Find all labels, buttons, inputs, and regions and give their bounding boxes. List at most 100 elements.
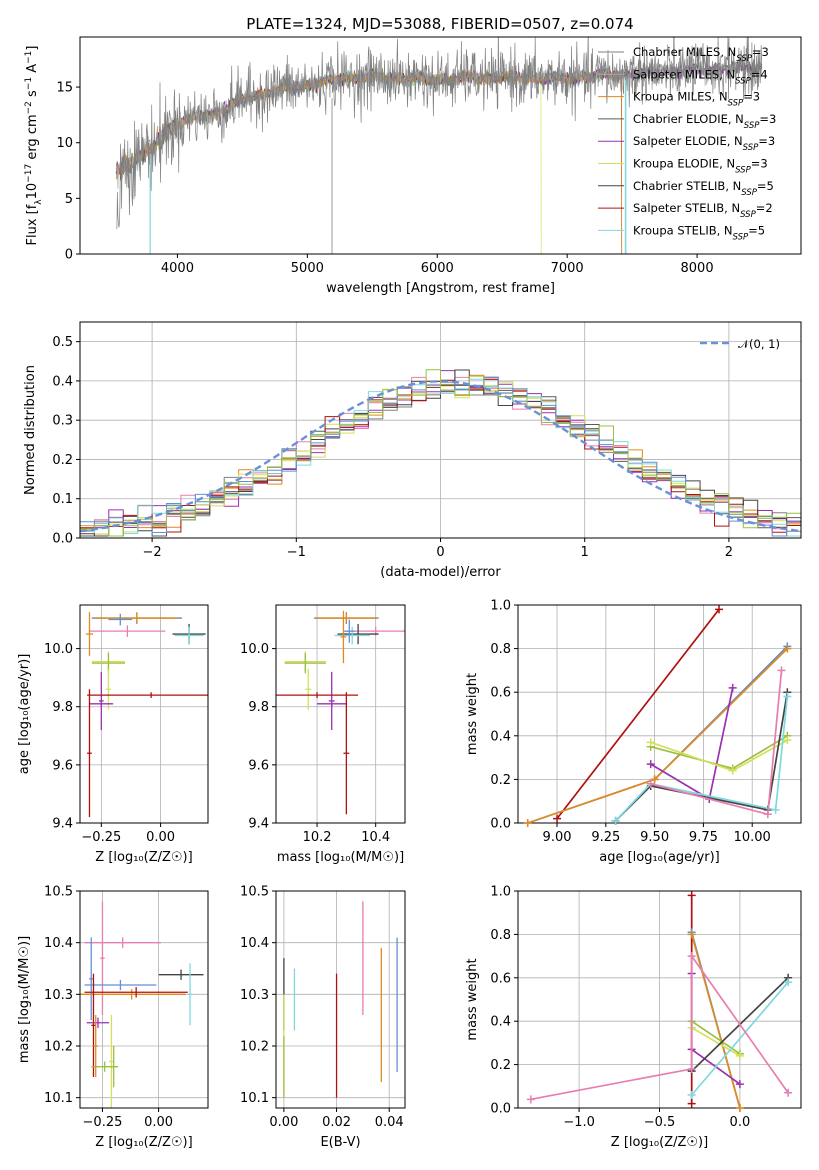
y-axis-label-part: ] — [25, 46, 40, 51]
x-tick-label: 7000 — [551, 261, 584, 276]
plot-area — [80, 369, 801, 537]
x-tick-label: 0.0 — [730, 1115, 751, 1130]
series-line — [527, 645, 788, 824]
legend-label: Salpeter STELIB, NSSP=2 — [633, 201, 773, 220]
y-tick-label: 0.4 — [52, 374, 73, 389]
series-marker — [735, 1104, 744, 1112]
series-marker — [777, 666, 786, 675]
y-tick-label: 10.4 — [240, 936, 269, 951]
series-marker — [650, 775, 659, 784]
legend-label: 𝒩(0, 1) — [738, 337, 780, 351]
y-axis-label: Normed distribution — [23, 365, 38, 495]
y-tick-label: 1.0 — [490, 599, 511, 614]
y-axis-label-part: A — [25, 64, 40, 77]
series-marker — [687, 1099, 696, 1108]
series-line — [691, 1026, 741, 1057]
y-tick-label: 0.2 — [490, 773, 511, 788]
axes-frame — [275, 604, 406, 824]
panel-spectrum: 4000 5000 6000 7000 8000 0 5 10 15 wavelength [An… — [24, 36, 802, 296]
panel-age-vs-Z: −0.25 0.00 9.4 9.6 9.8 10.0 Z [log₁₀(Z/Z☉)] age… — [17, 604, 209, 865]
legend-label-name: Salpeter ELODIE, N — [633, 134, 743, 148]
axes-frame — [517, 890, 802, 1109]
y-tick-label: 9.4 — [52, 817, 73, 832]
y-tick-label: 9.6 — [248, 758, 269, 773]
legend-label: Kroupa MILES, NSSP=3 — [633, 90, 760, 109]
series-marker — [715, 605, 724, 614]
y-tick-label: 10.0 — [240, 642, 269, 657]
y-tick-label: 0.0 — [490, 817, 511, 832]
y-tick-label: 10 — [56, 136, 73, 151]
y-axis-label: mass weight — [465, 673, 480, 755]
y-tick-label: 0.4 — [490, 1015, 511, 1030]
series-marker — [687, 891, 696, 900]
legend-label-suffix: =3 — [758, 134, 775, 148]
series-marker — [687, 930, 696, 939]
series-marker — [687, 1090, 696, 1099]
series-marker — [687, 952, 696, 961]
x-axis-label: Z [log₁₀(Z/Z☉)] — [95, 850, 192, 865]
y-axis-label-part: s — [25, 90, 40, 101]
plot-area — [85, 612, 208, 818]
axes-frame — [275, 890, 406, 1109]
axes-frame — [79, 321, 802, 539]
series-marker — [784, 978, 793, 987]
legend-label: Kroupa ELODIE, NSSP=3 — [633, 157, 768, 176]
y-tick-label: 0.1 — [52, 492, 73, 507]
series-marker — [735, 1051, 744, 1060]
x-tick-label: 6000 — [421, 261, 454, 276]
series-line — [614, 696, 789, 822]
axes-frame — [79, 604, 209, 824]
spectrum-line — [116, 37, 763, 230]
y-tick-label: 9.6 — [52, 758, 73, 773]
legend-label: Chabrier MILES, NSSP=3 — [633, 45, 769, 64]
legend-label: Kroupa STELIB, NSSP=5 — [633, 223, 765, 242]
y-tick-label: 9.8 — [52, 700, 73, 715]
y-axis-label-part: −17 — [24, 164, 34, 183]
legend-label-name: Salpeter MILES, N — [633, 67, 735, 81]
x-axis-label: wavelength [Angstrom, rest frame] — [326, 281, 555, 296]
y-tick-label: 0.8 — [490, 642, 511, 657]
series-marker — [771, 805, 780, 814]
legend-label-sub: SSP — [728, 99, 744, 109]
x-tick-label: −0.5 — [644, 1115, 676, 1130]
x-tick-label: −1.0 — [563, 1115, 595, 1130]
legend-label-name: Chabrier ELODIE, N — [633, 112, 744, 126]
x-tick-label: 0 — [436, 545, 444, 560]
x-tick-label: 1 — [581, 545, 589, 560]
y-tick-label: 0.6 — [490, 971, 511, 986]
y-tick-label: 10.1 — [44, 1091, 73, 1106]
x-tick-label: 9.25 — [591, 830, 620, 845]
series-marker — [646, 779, 655, 788]
y-tick-label: 0.6 — [490, 686, 511, 701]
x-tick-label: 0.04 — [375, 1115, 404, 1130]
legend-label-sub: SSP — [744, 121, 760, 131]
spectrum-line — [116, 70, 542, 254]
y-tick-label: 0.2 — [490, 1058, 511, 1073]
y-axis-label: Flux [fλ10−17 erg cm−2 s−1 A−1] — [24, 46, 44, 246]
series-marker — [784, 1088, 793, 1097]
spectrum-line — [116, 69, 623, 254]
y-tick-label: 9.8 — [248, 700, 269, 715]
x-tick-label: 2 — [725, 545, 733, 560]
y-axis-label-part: λ — [34, 199, 44, 205]
series-marker — [735, 1080, 744, 1089]
legend-label-suffix: =5 — [748, 223, 765, 237]
plot-area — [283, 901, 398, 1098]
y-tick-label: 10.5 — [240, 885, 269, 900]
x-tick-label: 10.00 — [734, 830, 771, 845]
y-axis-label-part: erg cm — [25, 114, 40, 163]
legend-label-suffix: =3 — [751, 157, 768, 171]
series-marker — [553, 814, 562, 823]
legend-label-name: Chabrier STELIB, N — [633, 179, 741, 193]
x-tick-label: 9.75 — [689, 830, 718, 845]
y-tick-label: 0.8 — [490, 928, 511, 943]
x-tick-label: 5000 — [291, 261, 324, 276]
series-marker — [646, 738, 655, 747]
plot-area — [115, 37, 763, 254]
x-tick-label: 10.2 — [303, 830, 332, 845]
y-tick-label: 10.0 — [44, 642, 73, 657]
axes-frame — [79, 890, 209, 1109]
y-tick-label: 10.3 — [44, 988, 73, 1003]
x-axis-label: age [log₁₀(age/yr)] — [599, 850, 720, 865]
